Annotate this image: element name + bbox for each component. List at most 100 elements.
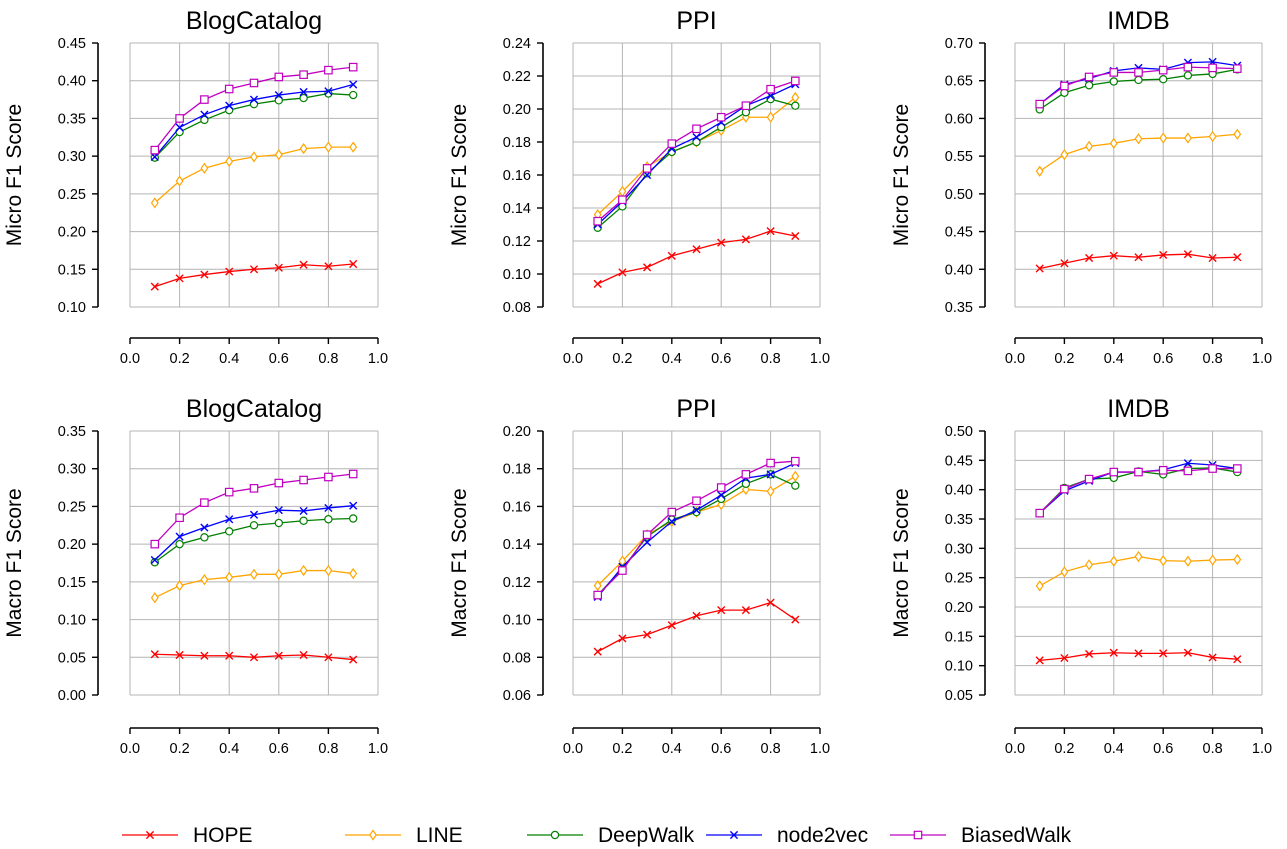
y-tick-label: 0.30 — [58, 149, 86, 165]
y-tick-label: 0.06 — [503, 688, 531, 704]
data-point — [1233, 553, 1242, 566]
data-point — [1134, 68, 1143, 77]
data-point — [618, 185, 627, 198]
data-point — [249, 521, 259, 530]
data-point — [200, 523, 209, 532]
series-line — [150, 141, 358, 209]
data-point — [593, 590, 603, 600]
y-tick-label: 0.22 — [503, 69, 531, 85]
x-tick-label: 0.4 — [1104, 741, 1124, 757]
data-point — [274, 148, 283, 161]
y-tick-label: 0.40 — [945, 483, 973, 499]
y-tick-label: 0.30 — [945, 541, 973, 557]
data-point — [1233, 128, 1242, 140]
y-tick-label: 0.35 — [945, 300, 973, 316]
data-point — [324, 262, 333, 271]
series-line — [597, 460, 796, 596]
data-point — [692, 132, 701, 142]
data-point — [717, 491, 726, 500]
y-axis-label: Micro F1 Score — [448, 104, 471, 246]
data-point — [790, 76, 800, 86]
data-point — [593, 279, 602, 288]
data-point — [225, 101, 234, 110]
data-point — [1134, 467, 1143, 477]
data-point — [618, 195, 627, 205]
data-point — [1183, 71, 1193, 80]
data-point — [1159, 250, 1168, 260]
data-point — [224, 527, 234, 536]
data-point — [1035, 656, 1044, 665]
series-biasedwalk — [150, 62, 358, 155]
data-point — [175, 274, 184, 283]
data-point — [741, 483, 750, 496]
y-tick-label: 0.40 — [58, 74, 86, 90]
data-point — [1085, 253, 1094, 263]
data-point — [274, 518, 283, 528]
data-point — [692, 506, 701, 515]
legend-item-biasedwalk: BiasedWalk — [890, 824, 1072, 847]
series-biasedwalk — [593, 76, 800, 226]
data-point — [1233, 655, 1242, 664]
data-point — [175, 579, 184, 592]
data-point — [791, 231, 800, 241]
data-point — [324, 87, 333, 96]
data-point — [717, 238, 726, 247]
x-tick-label: 0.8 — [1203, 351, 1223, 367]
data-point — [324, 503, 333, 513]
x-tick-label: 0.2 — [612, 741, 632, 757]
data-point — [150, 197, 159, 209]
data-point — [692, 245, 701, 254]
data-point — [274, 651, 283, 660]
y-axis-label: Micro F1 Score — [890, 104, 913, 246]
data-point — [299, 516, 308, 525]
data-point — [349, 567, 358, 580]
legend-item-node2vec: node2vec — [706, 824, 868, 847]
data-point — [766, 84, 775, 94]
data-point — [667, 621, 676, 630]
data-point — [1159, 555, 1168, 567]
data-point — [200, 95, 209, 104]
legend-item-deepwalk: DeepWalk — [527, 824, 695, 847]
data-point — [175, 532, 184, 541]
data-point — [1183, 555, 1192, 567]
data-point — [175, 513, 184, 523]
y-tick-label: 0.15 — [945, 629, 973, 645]
legend-label: HOPE — [193, 824, 253, 847]
data-point — [766, 598, 775, 607]
data-point — [250, 151, 258, 163]
data-point — [766, 485, 775, 497]
x-tick-label: 0.0 — [1005, 351, 1025, 367]
data-point — [1109, 251, 1118, 260]
data-point — [717, 606, 726, 615]
x-tick-label: 0.6 — [269, 351, 289, 367]
legend: HOPE LINE DeepWalk node2vec BiasedWalk — [122, 824, 1072, 847]
y-axis-label: Macro F1 Score — [448, 488, 471, 637]
data-point — [1158, 466, 1168, 475]
data-point — [348, 469, 358, 479]
data-point — [200, 498, 209, 507]
data-point — [1109, 68, 1119, 77]
data-point — [150, 539, 160, 549]
data-point — [1109, 648, 1118, 657]
x-tick-label: 0.0 — [563, 351, 583, 367]
data-point — [150, 282, 159, 291]
data-point — [324, 515, 333, 524]
chart-title: IMDB — [1107, 395, 1170, 423]
data-point — [224, 487, 234, 497]
data-point — [1134, 649, 1143, 658]
y-tick-label: 0.50 — [945, 424, 973, 440]
data-point — [1183, 132, 1192, 144]
data-point — [791, 615, 800, 624]
data-point — [299, 475, 308, 485]
data-point — [1109, 555, 1118, 567]
y-tick-label: 0.20 — [58, 225, 86, 241]
x-tick-label: 0.2 — [170, 741, 190, 757]
data-point — [1232, 64, 1242, 73]
y-tick-label: 0.70 — [945, 36, 973, 52]
data-point — [1060, 653, 1069, 663]
data-point — [692, 496, 701, 506]
y-tick-label: 0.12 — [503, 234, 531, 250]
x-tick-label: 0.0 — [563, 741, 583, 757]
data-point — [1060, 484, 1069, 494]
data-point — [249, 653, 259, 662]
